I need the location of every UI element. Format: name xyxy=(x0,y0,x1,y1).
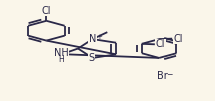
Text: Br: Br xyxy=(157,71,168,81)
Text: S: S xyxy=(88,53,95,63)
Text: NH: NH xyxy=(54,48,69,58)
Text: +: + xyxy=(96,34,102,40)
Text: H: H xyxy=(59,55,64,64)
Text: Cl: Cl xyxy=(156,39,165,49)
Text: Cl: Cl xyxy=(173,34,183,44)
Text: −: − xyxy=(166,70,172,79)
Text: N: N xyxy=(89,34,96,44)
Text: Cl: Cl xyxy=(42,6,51,16)
